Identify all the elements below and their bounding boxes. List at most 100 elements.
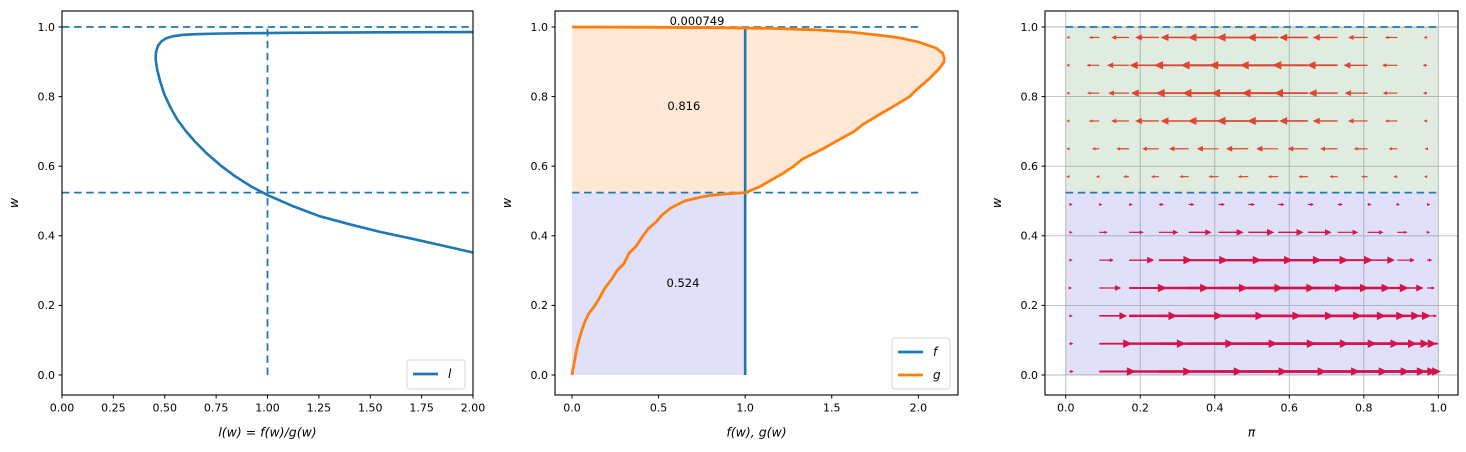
y-tick-label: 0.8 [531, 90, 549, 103]
fill-lower-mass [571, 192, 746, 375]
quiver-arrow-head [1416, 284, 1424, 292]
quiver-arrow-head [1160, 202, 1164, 207]
quiver-arrow [1066, 175, 1070, 179]
quiver-arrow-head [1281, 202, 1285, 207]
quiver-arrow-head [1247, 116, 1256, 126]
x-axis-label: l(w) = f(w)/g(w) [218, 425, 316, 440]
curve-l [154, 30, 474, 254]
quiver-arrow-head [1382, 63, 1387, 68]
quiver-arrow-head [1123, 339, 1133, 348]
quiver-arrow-head [1348, 34, 1354, 41]
quiver-arrow-head [1070, 369, 1074, 374]
quiver-arrow-head [1119, 312, 1128, 320]
quiver-arrow-head [1106, 62, 1114, 69]
quiver-arrow-head [1422, 63, 1426, 67]
quiver-arrow-head [1387, 256, 1396, 264]
area-value-label: 0.000749 [670, 14, 725, 28]
fill-upper-mass [571, 27, 945, 193]
quiver-arrow-head [1421, 311, 1431, 321]
quiver-arrow-head [1182, 88, 1192, 98]
quiver-arrow-head [1111, 35, 1117, 40]
x-tick-label: 0.8 [1355, 402, 1373, 415]
quiver-arrow-head [1129, 202, 1133, 207]
quiver-arrow-head [1279, 33, 1288, 42]
quiver-arrow-head [1435, 342, 1439, 346]
quiver-arrow-head [1339, 202, 1344, 207]
quiver-arrow-head [1111, 118, 1117, 124]
quiver-arrow-head [1179, 175, 1183, 179]
quiver-arrow-head [1308, 89, 1317, 98]
quiver-arrow-head [1172, 229, 1179, 235]
quiver-arrow [1099, 202, 1103, 207]
x-tick-label: 0.50 [153, 402, 178, 415]
quiver-arrow-head [1196, 145, 1203, 152]
quiver-arrow-head [1329, 175, 1333, 179]
quiver-arrow [1069, 258, 1073, 262]
x-tick-label: 1.75 [409, 402, 434, 415]
quiver-arrow-head [1069, 314, 1073, 318]
quiver-arrow-head [1154, 61, 1164, 70]
y-tick-label: 1.0 [38, 21, 56, 34]
quiver-arrow [1423, 175, 1428, 179]
quiver-arrow-head [1343, 62, 1351, 69]
quiver-arrow-head [1379, 230, 1384, 235]
quiver-arrow-head [1368, 202, 1372, 207]
quiver-arrow-head [1382, 91, 1387, 96]
x-tick-label: 0.75 [204, 402, 229, 415]
quiver-arrow-head [1384, 35, 1389, 40]
quiver-arrow-head [1423, 119, 1427, 123]
y-tick-label: 0.0 [38, 369, 56, 382]
quiver-arrow-head [1068, 286, 1073, 290]
quiver-arrow-head [1423, 35, 1427, 40]
quiver-arrow [1066, 35, 1070, 40]
quiver-arrow-head [1211, 88, 1221, 98]
quiver-arrow-head [1205, 229, 1212, 236]
legend: l [406, 359, 466, 390]
quiver-arrow-head [1221, 202, 1225, 207]
quiver-arrow-head [1070, 342, 1074, 346]
quiver-arrow-head [1272, 61, 1282, 70]
quiver-arrow-head [1095, 175, 1100, 179]
x-tick-label: 1.00 [255, 402, 280, 415]
quiver-arrow-head [1267, 228, 1275, 236]
quiver-arrow-head [1241, 88, 1251, 98]
quiver-arrow-head [1087, 91, 1091, 95]
x-tick-label: 1.25 [307, 402, 332, 415]
quiver-arrow-head [1325, 229, 1332, 236]
quiver-arrow-head [1279, 117, 1288, 125]
y-tick-label: 0.6 [531, 160, 549, 173]
y-tick-label: 0.6 [38, 160, 56, 173]
legend-label: l [448, 367, 452, 381]
quiver-arrow-head [1426, 230, 1431, 234]
quiver-arrow-head [1139, 230, 1144, 235]
quiver-arrow-head [1352, 229, 1359, 236]
x-axis-label: f(w), g(w) [726, 425, 786, 440]
quiver-arrow-head [1396, 202, 1400, 207]
grid [1045, 11, 1458, 395]
region-upper-region [1065, 27, 1439, 193]
quiver-arrow-head [1129, 61, 1138, 70]
x-tick-label: 2.00 [461, 402, 486, 415]
quiver-arrow-head [1208, 175, 1212, 179]
quiver-arrow-head [1183, 255, 1193, 265]
area-value-label: 0.524 [667, 276, 700, 290]
y-tick-label: 0.4 [1021, 230, 1039, 243]
quiver-arrow-head [1251, 202, 1255, 207]
quiver-arrow-head [1424, 147, 1428, 151]
legend-box [891, 337, 951, 390]
x-tick-label: 0.00 [50, 402, 75, 415]
quiver-arrow-head [1142, 146, 1147, 152]
quiver-arrow-head [1147, 256, 1155, 264]
quiver-arrow-head [1187, 116, 1197, 126]
quiver-arrow-head [1409, 257, 1415, 263]
quiver-arrow-head [1320, 146, 1326, 152]
y-axis-label: w [989, 197, 1004, 208]
quiver-arrow-head [1237, 175, 1242, 179]
x-tick-label: 0.25 [101, 402, 126, 415]
quiver-arrow-head [1180, 61, 1190, 70]
panel-densities: 0.0 0.5 1.0 1.5 2.0 0.0 0.2 0.4 0.6 0.8 1.0 f(w), g… [499, 10, 959, 440]
quiver-arrow-head [1239, 61, 1249, 70]
quiver-arrow [1066, 63, 1070, 67]
quiver-arrow-head [1168, 146, 1175, 152]
